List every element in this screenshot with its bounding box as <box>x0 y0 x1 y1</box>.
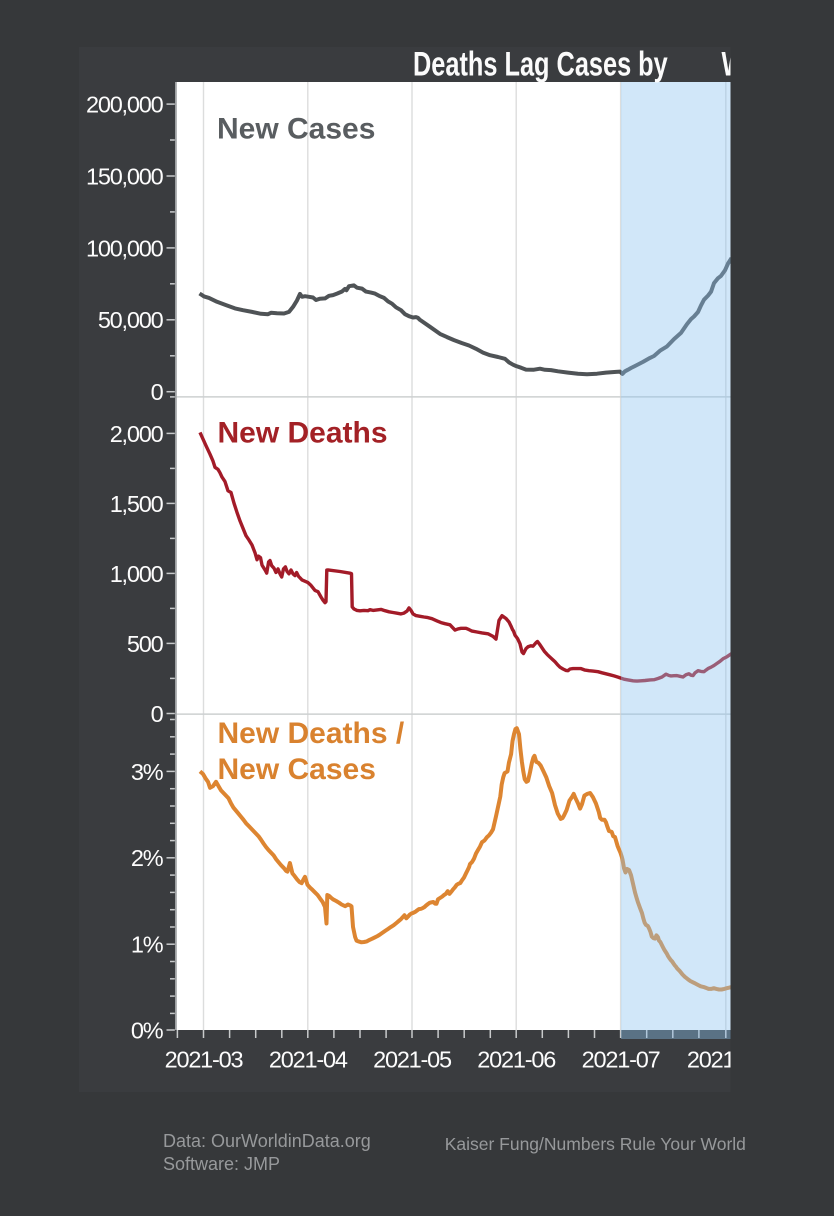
svg-text:500: 500 <box>127 631 164 657</box>
svg-text:2021-08: 2021-08 <box>687 1047 766 1073</box>
svg-text:0%: 0% <box>131 1017 164 1043</box>
svg-text:Week: Week <box>722 46 788 83</box>
svg-text:0: 0 <box>151 379 164 405</box>
svg-text:1,000: 1,000 <box>110 561 164 587</box>
svg-text:Data: OurWorldinData.org: Data: OurWorldinData.org <box>163 1131 371 1151</box>
svg-text:1%: 1% <box>131 932 164 958</box>
svg-text:1,500: 1,500 <box>110 491 164 517</box>
svg-text:2,000: 2,000 <box>110 421 164 447</box>
svg-text:Software: JMP: Software: JMP <box>163 1154 280 1174</box>
svg-text:New Deaths /: New Deaths / <box>218 717 405 750</box>
svg-text:Deaths Lag Cases by: Deaths Lag Cases by <box>413 46 668 83</box>
svg-text:2021-07: 2021-07 <box>582 1047 660 1073</box>
svg-text:2021-06: 2021-06 <box>477 1047 556 1073</box>
svg-text:New Deaths: New Deaths <box>218 416 388 449</box>
svg-text:0: 0 <box>151 701 164 727</box>
svg-text:200,000: 200,000 <box>86 92 164 118</box>
svg-text:150,000: 150,000 <box>86 163 164 189</box>
svg-text:New Cases: New Cases <box>217 112 375 145</box>
svg-text:Kaiser Fung/Numbers Rule Your: Kaiser Fung/Numbers Rule Your World <box>445 1134 746 1154</box>
svg-text:2021-05: 2021-05 <box>373 1047 452 1073</box>
svg-text:50,000: 50,000 <box>98 307 164 333</box>
svg-text:3%: 3% <box>131 759 164 785</box>
svg-text:New Cases: New Cases <box>218 753 376 786</box>
svg-text:2021-04: 2021-04 <box>269 1047 348 1073</box>
svg-text:100,000: 100,000 <box>86 235 164 261</box>
svg-text:2021-03: 2021-03 <box>165 1047 244 1073</box>
svg-text:2%: 2% <box>131 845 164 871</box>
